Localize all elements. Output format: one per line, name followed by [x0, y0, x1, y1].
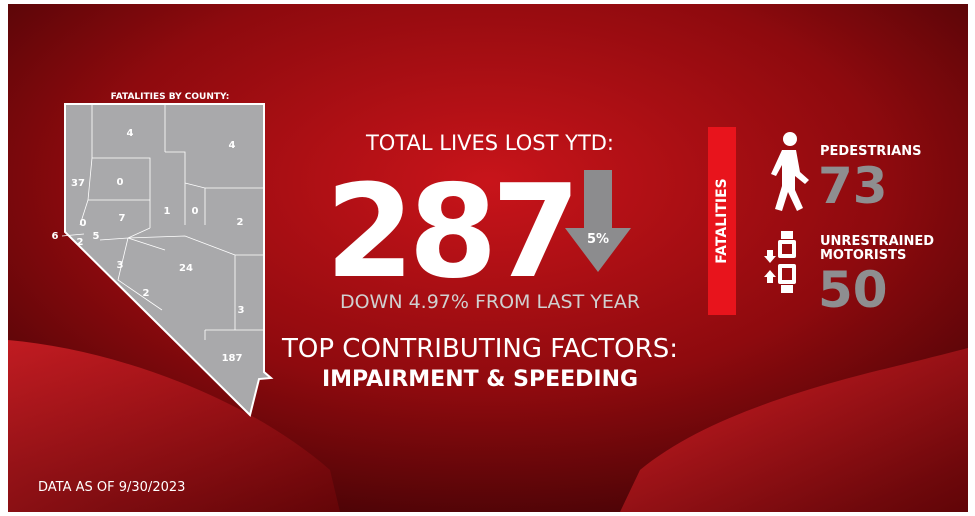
county-value: 5: [93, 231, 100, 242]
county-value: 6: [52, 231, 59, 242]
county-value: 1: [164, 206, 171, 217]
county-value: 187: [222, 353, 243, 364]
county-value: 37: [71, 178, 85, 189]
item-value: 50: [818, 261, 888, 319]
county-value: 2: [77, 237, 84, 248]
factors-text: IMPAIRMENT & SPEEDING: [322, 367, 638, 392]
county-value: 3: [238, 305, 245, 316]
headline-title: TOTAL LIVES LOST YTD:: [365, 131, 614, 155]
county-value: 4: [229, 140, 236, 151]
change-label: 5%: [587, 232, 609, 247]
infographic: FATALITIES BY COUNTY: 443707102602532423…: [0, 0, 975, 516]
county-value: 3: [117, 260, 124, 271]
county-value: 7: [119, 213, 126, 224]
total-number: 287: [325, 158, 574, 307]
factors-title: TOP CONTRIBUTING FACTORS:: [281, 334, 678, 364]
county-value: 0: [117, 177, 124, 188]
county-value: 2: [237, 217, 244, 228]
page: FATALITIES BY COUNTY: 443707102602532423…: [0, 0, 975, 516]
county-value: 0: [80, 218, 87, 229]
side-label: FATALITIES: [714, 178, 730, 264]
map-title: FATALITIES BY COUNTY:: [111, 92, 230, 102]
footer: DATA AS OF 9/30/2023: [38, 480, 185, 495]
headline-subtitle: DOWN 4.97% FROM LAST YEAR: [340, 291, 640, 313]
county-value: 2: [143, 288, 150, 299]
county-value: 4: [127, 128, 134, 139]
county-value: 0: [192, 206, 199, 217]
county-value: 24: [179, 263, 193, 274]
item-value: 73: [818, 157, 888, 215]
item-name: UNRESTRAINED: [820, 234, 934, 249]
